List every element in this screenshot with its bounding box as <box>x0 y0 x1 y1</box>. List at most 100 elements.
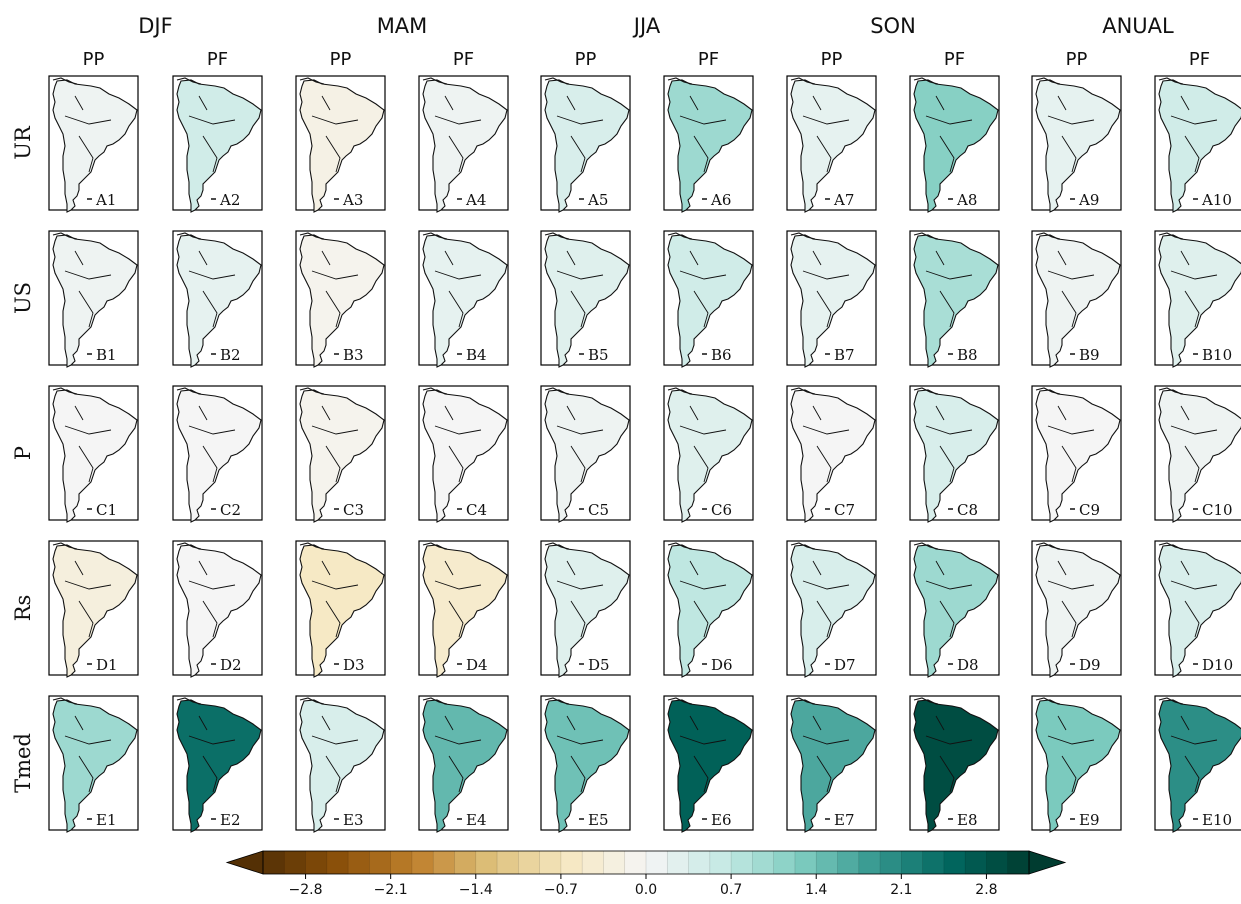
central-america-outline <box>299 77 325 85</box>
row-label: US <box>11 282 35 314</box>
row-labels: UR US P Rs Tmed <box>11 125 35 793</box>
colorbar-bin <box>560 851 583 874</box>
country-borders <box>188 715 236 793</box>
season-header: JJA <box>632 14 661 38</box>
colorbar-bin <box>411 851 434 874</box>
panel-label: E3 <box>343 811 364 829</box>
map-panel: E2 <box>172 695 263 833</box>
colorbar-tick-label: 0.0 <box>635 882 657 898</box>
colorbar-bin <box>582 851 604 874</box>
map-panel: B4 <box>418 230 509 368</box>
map-panel: A4 <box>418 75 509 213</box>
map-panel: E8 <box>909 695 1000 833</box>
map-panel: A8 <box>909 75 1000 213</box>
country-borders <box>679 250 727 328</box>
colorbar-tick-label: 1.4 <box>805 882 827 898</box>
panel-label: B4 <box>466 346 487 364</box>
central-america-outline <box>176 232 202 240</box>
central-america-outline <box>1035 232 1061 240</box>
panel-label: D3 <box>343 656 365 674</box>
season-header: MAM <box>377 14 428 38</box>
country-borders <box>64 715 112 793</box>
colorbar-bin <box>837 851 860 874</box>
panel-label: E5 <box>588 811 609 829</box>
central-america-outline <box>299 387 325 395</box>
panel-label: E9 <box>1079 811 1100 829</box>
panel-label: C7 <box>834 501 855 519</box>
colorbar-bin <box>497 851 519 874</box>
central-america-outline <box>667 387 693 395</box>
panel-label: A10 <box>1201 191 1232 209</box>
panel-label: E1 <box>96 811 117 829</box>
panel-label: D9 <box>1079 656 1101 674</box>
panel-label: C1 <box>96 501 117 519</box>
country-borders <box>925 715 973 793</box>
colorbar-bin <box>858 851 881 874</box>
colorbar-bin <box>348 851 370 874</box>
panel-label: A1 <box>95 191 116 209</box>
colorbar-bin <box>773 851 796 874</box>
season-headers: DJF MAM JJA SON ANUAL <box>138 14 1174 38</box>
panel-label: C4 <box>466 501 487 519</box>
central-america-outline <box>299 697 325 705</box>
colorbar-bin <box>986 851 1009 874</box>
country-borders <box>679 95 727 173</box>
row-label: Rs <box>11 595 35 622</box>
season-header: SON <box>870 14 916 38</box>
country-borders <box>64 405 112 483</box>
country-borders <box>434 405 482 483</box>
central-america-outline <box>1158 697 1184 705</box>
column-subheader: PP <box>821 49 843 70</box>
colorbar-bin <box>709 851 732 874</box>
colorbar-bin <box>752 851 775 874</box>
central-america-outline <box>790 697 816 705</box>
panel-label: A9 <box>1078 191 1099 209</box>
country-borders <box>556 715 604 793</box>
central-america-outline <box>176 542 202 550</box>
central-america-outline <box>544 387 570 395</box>
map-panel: B9 <box>1031 230 1122 368</box>
map-panel: B7 <box>786 230 877 368</box>
country-borders <box>64 250 112 328</box>
colorbar: −2.8 −2.1 −1.4 −0.7 0.0 0.7 1.4 2.1 2.8 <box>225 850 1067 898</box>
central-america-outline <box>1158 77 1184 85</box>
country-borders <box>802 715 850 793</box>
central-america-outline <box>422 232 448 240</box>
map-panel: A6 <box>663 75 754 213</box>
row-label: Tmed <box>11 733 35 793</box>
panel-label: B3 <box>343 346 364 364</box>
panel-label: C9 <box>1079 501 1100 519</box>
colorbar-bin <box>731 851 753 874</box>
country-borders <box>64 95 112 173</box>
country-borders <box>311 95 359 173</box>
panel-label: C10 <box>1202 501 1233 519</box>
column-subheaders: PP PF PP PF PP PF PP PF PP PF <box>83 49 1210 70</box>
country-borders <box>802 250 850 328</box>
central-america-outline <box>422 697 448 705</box>
map-panel: E7 <box>786 695 877 833</box>
country-borders <box>188 250 236 328</box>
panel-label: B1 <box>96 346 117 364</box>
map-panel: B3 <box>295 230 386 368</box>
central-america-outline <box>1035 77 1061 85</box>
colorbar-bin <box>1007 851 1030 874</box>
country-borders <box>1170 405 1218 483</box>
country-borders <box>188 405 236 483</box>
central-america-outline <box>544 77 570 85</box>
central-america-outline <box>1158 387 1184 395</box>
central-america-outline <box>790 542 816 550</box>
map-panel: C2 <box>172 385 263 523</box>
map-panel: B10 <box>1154 230 1241 368</box>
colorbar-bin <box>901 851 924 874</box>
country-borders <box>1047 250 1095 328</box>
panel-label: B8 <box>957 346 978 364</box>
map-panel: D6 <box>663 540 754 678</box>
colorbar-bin <box>794 851 817 874</box>
map-panel: C1 <box>48 385 139 523</box>
colorbar-bin <box>284 851 306 874</box>
colorbar-tick-label: 2.8 <box>975 882 997 898</box>
country-borders <box>679 715 727 793</box>
colorbar-bin <box>688 851 711 874</box>
map-panel: B5 <box>540 230 631 368</box>
